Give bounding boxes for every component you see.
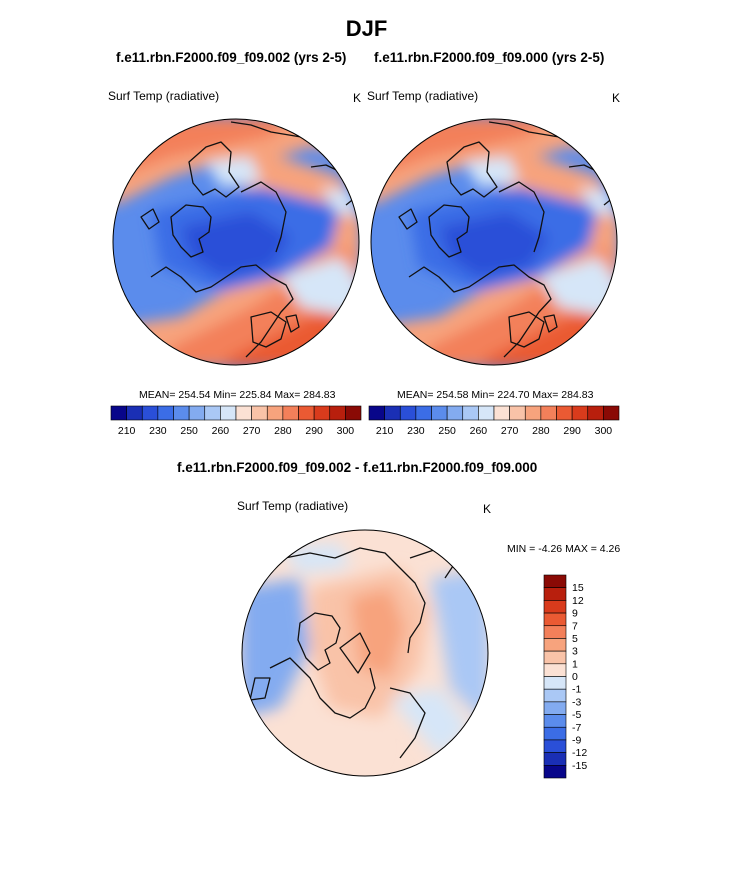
- colorbar-2-swatch-8: [493, 405, 510, 421]
- diff-colorbar-tick-label: 15: [572, 582, 584, 594]
- diff-colorbar-swatch-6: [543, 650, 567, 665]
- colorbar-2-swatch-4: [431, 405, 448, 421]
- panel-1-units: K: [353, 91, 362, 105]
- colorbar-2-swatch-10: [524, 405, 542, 421]
- colorbar-1-tick-label: 210: [118, 425, 136, 437]
- diff-colorbar-tick-label: 1: [572, 658, 578, 670]
- diff-polar-map: [241, 529, 489, 777]
- diff-colorbar-swatch-4: [543, 625, 567, 639]
- colorbar-2-swatch-5: [446, 405, 464, 421]
- diff-colorbar-tick-label: 9: [572, 608, 578, 620]
- diff-colorbar-swatch-9: [543, 688, 567, 703]
- colorbar-2-swatch-11: [540, 405, 557, 421]
- panel-1-stats: MEAN= 254.54 Min= 225.84 Max= 284.83: [139, 389, 336, 401]
- diff-colorbar-swatch-7: [543, 663, 567, 677]
- colorbar-2-tick-label: 270: [501, 425, 519, 437]
- panel-2-units: K: [612, 91, 621, 105]
- diff-panel-minmax: MIN = -4.26 MAX = 4.26: [507, 543, 621, 555]
- colorbar-2-swatch-1: [384, 405, 401, 421]
- colorbar-2-swatch-13: [571, 405, 589, 421]
- colorbar-1-tick-label: 230: [149, 425, 167, 437]
- colorbar-1-swatch-13: [313, 405, 331, 421]
- diff-colorbar-swatch-15: [543, 765, 567, 779]
- diff-colorbar-tick-label: -1: [572, 684, 581, 696]
- diff-colorbar-swatch-5: [543, 638, 567, 652]
- diff-colorbar-swatch-0: [543, 574, 567, 588]
- colorbar-1-swatch-4: [173, 405, 190, 421]
- diff-panel-units: K: [483, 502, 492, 516]
- diff-colorbar-tick-label: 3: [572, 646, 578, 658]
- colorbar-2-tick-label: 300: [595, 425, 613, 437]
- diff-colorbar-tick-label: 0: [572, 671, 578, 683]
- diff-colorbar-tick-label: 12: [572, 595, 584, 607]
- colorbar-1-swatch-9: [251, 405, 268, 421]
- colorbar-2-swatch-7: [478, 405, 495, 421]
- colorbar-2-swatch-9: [509, 405, 526, 421]
- colorbar-1-swatch-7: [220, 405, 237, 421]
- colorbar-2-tick-label: 250: [438, 425, 456, 437]
- diff-colorbar-tick-label: -12: [572, 747, 587, 759]
- panel-2-variable: Surf Temp (radiative): [367, 89, 479, 103]
- colorbar-2-swatch-2: [399, 405, 417, 421]
- panel-2-polar-map: [370, 118, 618, 366]
- colorbar-2-swatch-12: [556, 405, 573, 421]
- diff-colorbar-tick-label: -3: [572, 696, 581, 708]
- diff-panel-title: f.e11.rbn.F2000.f09_f09.002 - f.e11.rbn.…: [177, 460, 538, 475]
- diff-colorbar-tick-label: 7: [572, 620, 578, 632]
- colorbar-2-tick-label: 260: [470, 425, 488, 437]
- diff-colorbar-tick-label: 5: [572, 633, 578, 645]
- colorbar-1-tick-label: 250: [180, 425, 198, 437]
- colorbar-1-swatch-0: [110, 405, 127, 421]
- colorbar-1-swatch-5: [188, 405, 206, 421]
- colorbar-1-tick-label: 280: [274, 425, 292, 437]
- colorbar-1-swatch-15: [345, 405, 362, 421]
- colorbar-1-swatch-2: [141, 405, 159, 421]
- colorbar-2-tick-label: 230: [407, 425, 425, 437]
- panel-1-colorbar: 210 230 250 260 270 280 290 300: [110, 405, 362, 437]
- colorbar-1-swatch-3: [157, 405, 174, 421]
- panel-2-colorbar: 210 230 250 260 270 280 290 300: [368, 405, 620, 437]
- diff-colorbar-tick-label: -7: [572, 722, 581, 734]
- diff-colorbar-swatch-1: [543, 587, 567, 601]
- colorbar-2-swatch-3: [415, 405, 432, 421]
- colorbar-1-tick-label: 260: [212, 425, 230, 437]
- diff-colorbar-swatch-13: [543, 739, 567, 753]
- colorbar-2-swatch-6: [462, 405, 479, 421]
- page-title: DJF: [345, 16, 388, 41]
- colorbar-2-swatch-0: [368, 405, 385, 421]
- diff-colorbar-swatch-2: [543, 600, 567, 614]
- diff-colorbar-tick-label: -9: [572, 734, 581, 746]
- colorbar-1-swatch-6: [204, 405, 221, 421]
- diff-colorbar-swatch-14: [543, 752, 567, 766]
- colorbar-1-swatch-1: [126, 405, 143, 421]
- diff-colorbar-swatch-8: [543, 676, 567, 690]
- colorbar-1-swatch-12: [298, 405, 315, 421]
- panel-2-title: f.e11.rbn.F2000.f09_f09.000 (yrs 2-5): [374, 50, 605, 65]
- colorbar-2-swatch-14: [587, 405, 604, 421]
- diff-panel-variable: Surf Temp (radiative): [237, 499, 349, 513]
- diff-colorbar-swatch-11: [543, 714, 567, 728]
- colorbar-1-tick-label: 300: [337, 425, 355, 437]
- diff-colorbar-tick-label: -5: [572, 709, 581, 721]
- colorbar-2-swatch-15: [603, 405, 620, 421]
- panel-1-polar-map: [112, 118, 360, 366]
- colorbar-1-swatch-8: [235, 405, 252, 421]
- colorbar-1-tick-label: 290: [305, 425, 323, 437]
- colorbar-1-swatch-11: [282, 405, 299, 421]
- panel-1-title: f.e11.rbn.F2000.f09_f09.002 (yrs 2-5): [116, 50, 347, 65]
- diff-colorbar-tick-label: -15: [572, 760, 587, 772]
- colorbar-2-tick-label: 210: [376, 425, 394, 437]
- colorbar-1-swatch-10: [266, 405, 284, 421]
- diff-colorbar-swatch-12: [543, 726, 567, 741]
- colorbar-1-swatch-14: [329, 405, 346, 421]
- diff-colorbar-swatch-3: [543, 612, 567, 627]
- colorbar-2-tick-label: 290: [563, 425, 581, 437]
- panel-1-variable: Surf Temp (radiative): [108, 89, 220, 103]
- colorbar-1-tick-label: 270: [243, 425, 261, 437]
- colorbar-2-tick-label: 280: [532, 425, 550, 437]
- panel-2-stats: MEAN= 254.58 Min= 224.70 Max= 284.83: [397, 389, 594, 401]
- diff-colorbar-swatch-10: [543, 701, 567, 715]
